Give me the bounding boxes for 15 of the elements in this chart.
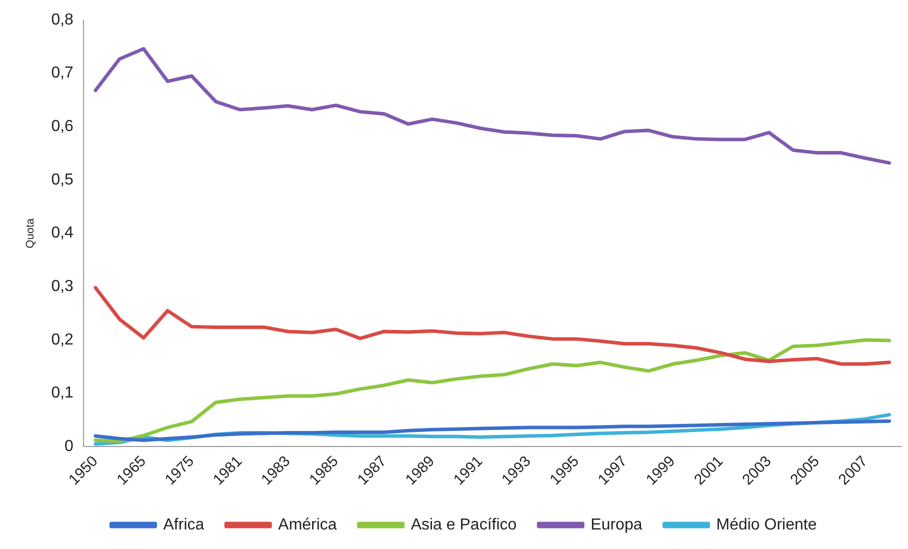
legend-label: América xyxy=(278,516,337,534)
legend-label: Asia e Pacífico xyxy=(410,516,517,534)
legend-label: Europa xyxy=(590,516,642,534)
y-tick-label: 0,2 xyxy=(51,331,74,348)
y-tick-label: 0,7 xyxy=(51,64,74,82)
y-tick-label: 0,3 xyxy=(51,278,74,296)
y-tick-label: 0 xyxy=(64,438,74,456)
y-tick-label: 0,4 xyxy=(51,224,74,242)
y-axis-title: Quota xyxy=(24,217,37,248)
legend-label: Médio Oriente xyxy=(716,516,817,534)
y-tick-label: 0,6 xyxy=(51,118,74,136)
y-tick-label: 0,5 xyxy=(51,171,74,188)
legend-label: Africa xyxy=(163,516,204,534)
y-tick-label: 0,8 xyxy=(51,11,74,28)
y-tick-label: 0,1 xyxy=(51,384,74,402)
